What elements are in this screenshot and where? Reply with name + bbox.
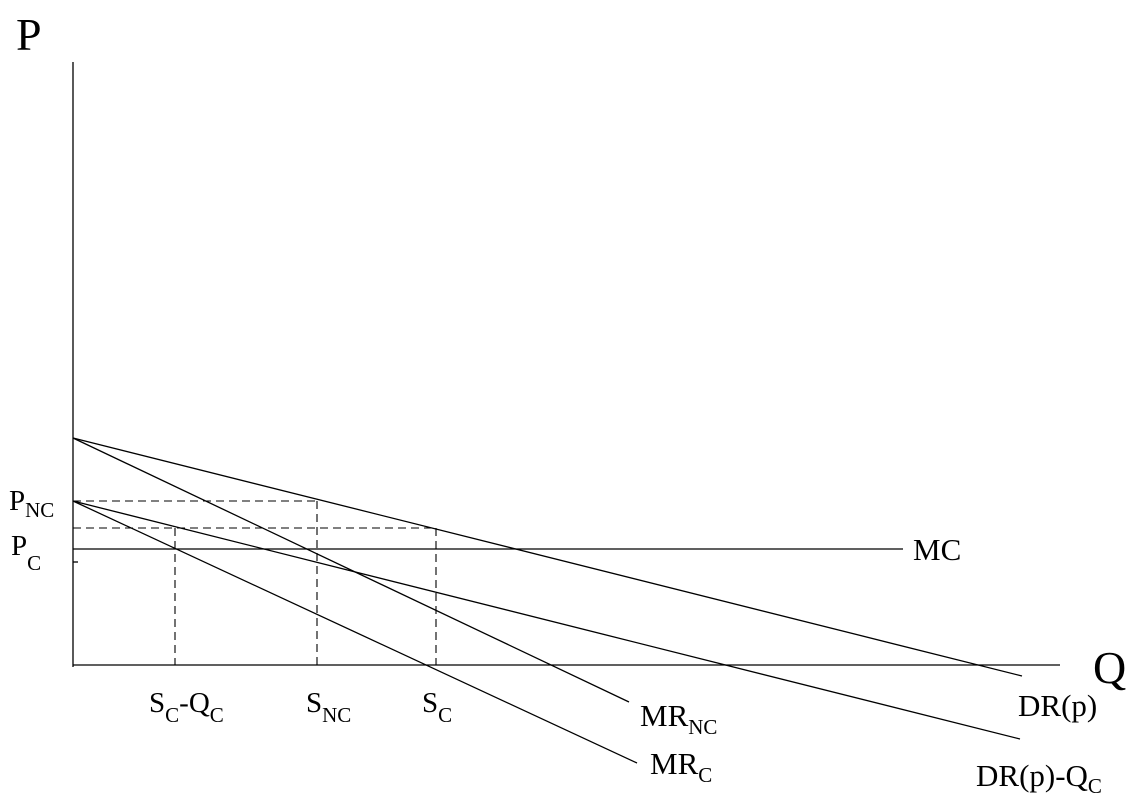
p-nc-label: PNC <box>9 485 54 522</box>
x-axis-label: Q <box>1093 642 1126 693</box>
mr-nc-label: MRNC <box>640 698 717 739</box>
s-nc-label: SNC <box>306 687 351 727</box>
dr-p-minus-q-c-curve <box>72 500 1021 740</box>
mr-c-label: MRC <box>650 746 712 787</box>
dr-p-curve <box>72 437 1023 677</box>
dr-p-label: DR(p) <box>1018 688 1097 723</box>
mr-nc-curve <box>72 437 630 703</box>
dr-p-minus-q-c-label: DR(p)-QC <box>976 758 1102 796</box>
s-c-label: SC <box>422 687 452 727</box>
p-c-label: PC <box>11 530 41 575</box>
y-axis-label: P <box>16 9 42 60</box>
mr-c-curve <box>72 500 638 764</box>
mc-label: MC <box>913 532 961 567</box>
s-c-minus-q-c-label: SC-QC <box>149 687 224 727</box>
